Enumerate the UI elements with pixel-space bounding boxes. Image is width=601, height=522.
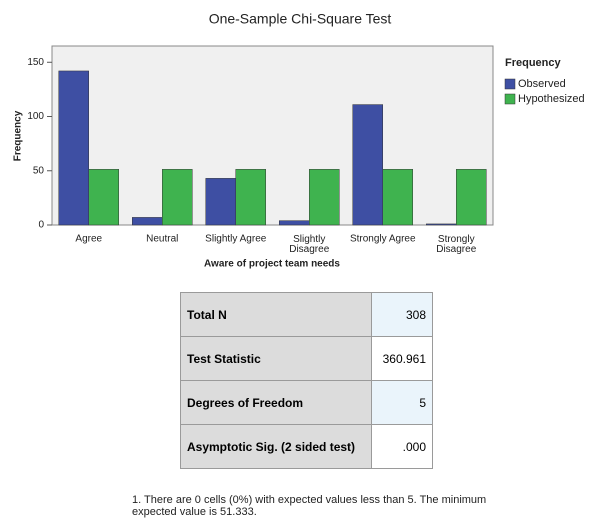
table-row: Total N 308: [180, 292, 433, 337]
bar: [88, 169, 119, 226]
legend-swatch: [504, 93, 516, 105]
x-tick-label: Slightly Agree: [205, 234, 267, 245]
y-tick-label: 150: [27, 57, 44, 68]
x-tick-label: Neutral: [146, 234, 178, 245]
stats-table: Total N 308 Test Statistic 360.961 Degrees o…: [180, 292, 433, 469]
bar: [235, 169, 266, 226]
plot-area: [51, 45, 494, 226]
legend-swatch: [504, 78, 516, 90]
legend-title: Frequency: [505, 57, 562, 69]
x-tick-label: Strongly Disagree: [436, 234, 476, 255]
bar: [132, 217, 163, 226]
label-cell: Test Statistic: [180, 336, 372, 381]
label-cell: Degrees of Freedom: [180, 380, 372, 425]
value-cell: 308: [371, 292, 433, 337]
legend-label: Observed: [518, 78, 566, 90]
value-cell: 5: [371, 380, 433, 425]
bar: [205, 178, 236, 226]
x-tick-label: Agree: [75, 234, 102, 245]
y-tick-label: 50: [33, 165, 45, 176]
bar: [309, 169, 340, 226]
x-axis-title: Aware of project team needs: [204, 259, 340, 270]
x-tick-label: Slightly Disagree: [289, 234, 329, 255]
bar: [426, 223, 457, 226]
bar: [279, 220, 310, 226]
label-cell: Total N: [180, 292, 372, 337]
y-axis-title: Frequency: [13, 110, 24, 161]
bar: [162, 169, 193, 226]
bar: [58, 70, 89, 226]
table-row: Test Statistic 360.961: [180, 336, 433, 381]
bar: [456, 169, 487, 226]
label-cell: Asymptotic Sig. (2 sided test): [180, 424, 372, 469]
legend-label: Hypothesized: [518, 93, 585, 105]
bar: [382, 169, 413, 226]
value-cell: 360.961: [371, 336, 433, 381]
chart: One-Sample Chi-Square Test Frequency Awa…: [13, 11, 585, 270]
table-row: Degrees of Freedom 5: [180, 380, 433, 425]
y-tick-label: 0: [38, 220, 44, 231]
footnote: 1. There are 0 cells (0%) with expected …: [132, 494, 487, 518]
bar: [352, 104, 383, 226]
table-row: Asymptotic Sig. (2 sided test) .000: [180, 424, 433, 469]
chart-title: One-Sample Chi-Square Test: [209, 11, 392, 27]
y-tick-label: 100: [27, 111, 44, 122]
value-cell: .000: [371, 424, 433, 469]
x-tick-label: Strongly Agree: [350, 234, 416, 245]
